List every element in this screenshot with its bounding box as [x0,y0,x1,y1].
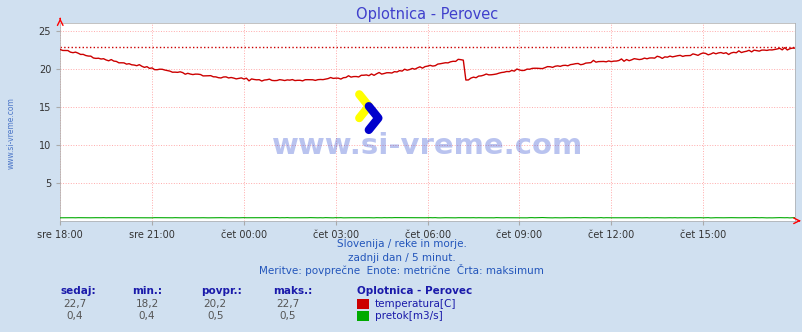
Text: zadnji dan / 5 minut.: zadnji dan / 5 minut. [347,253,455,263]
Text: temperatura[C]: temperatura[C] [375,299,456,309]
Title: Oplotnica - Perovec: Oplotnica - Perovec [356,7,498,22]
Text: 0,4: 0,4 [139,311,155,321]
Text: www.si-vreme.com: www.si-vreme.com [6,97,15,169]
Text: 0,5: 0,5 [279,311,295,321]
Text: 0,4: 0,4 [67,311,83,321]
Text: 0,5: 0,5 [207,311,223,321]
Text: Meritve: povprečne  Enote: metrične  Črta: maksimum: Meritve: povprečne Enote: metrične Črta:… [259,264,543,276]
Text: pretok[m3/s]: pretok[m3/s] [375,311,442,321]
Text: www.si-vreme.com: www.si-vreme.com [272,132,582,160]
Text: povpr.:: povpr.: [200,286,241,296]
Text: sedaj:: sedaj: [60,286,95,296]
Text: 22,7: 22,7 [276,299,298,309]
Text: maks.:: maks.: [273,286,312,296]
Text: 20,2: 20,2 [204,299,226,309]
Text: Slovenija / reke in morje.: Slovenija / reke in morje. [336,239,466,249]
Text: 18,2: 18,2 [136,299,158,309]
Text: Oplotnica - Perovec: Oplotnica - Perovec [357,286,472,296]
Text: min.:: min.: [132,286,162,296]
Text: 22,7: 22,7 [63,299,86,309]
